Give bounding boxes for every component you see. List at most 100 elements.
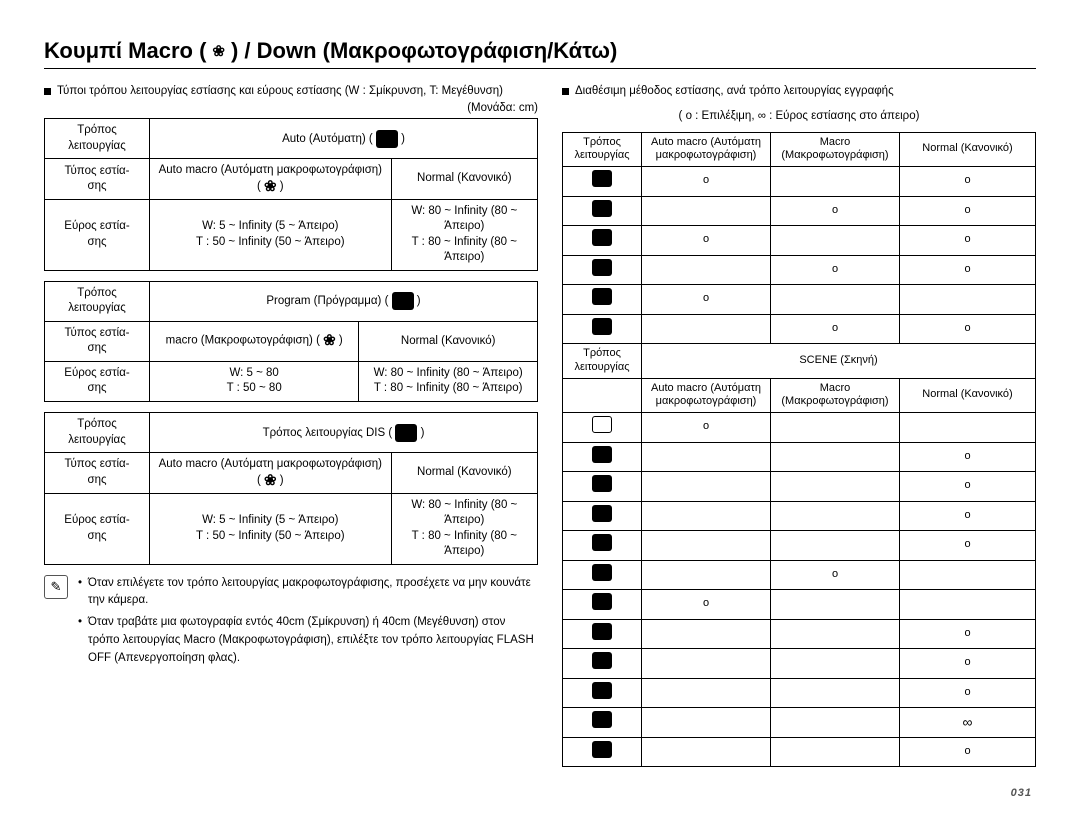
- mode-icon: [592, 682, 612, 699]
- cell-normal: ∞: [900, 708, 1036, 738]
- col-macro: Macro (Μακροφωτογράφιση): [771, 378, 900, 413]
- cell-auto: [642, 619, 771, 649]
- mode-icon-cell: [563, 501, 642, 531]
- mode-icon-cell: [563, 590, 642, 620]
- mode-icon: [395, 424, 417, 442]
- table-row: o: [563, 531, 1036, 561]
- range-b: W: 80 ~ Infinity (80 ~ Άπειρο)T : 80 ~ I…: [391, 493, 537, 564]
- mode-icon: [376, 130, 398, 148]
- note-icon: ✎: [44, 575, 68, 599]
- cell-normal: [900, 285, 1036, 315]
- focus-type-a: Auto macro (Αυτόματη μακροφωτογράφιση) (…: [150, 159, 392, 200]
- cell-normal: o: [900, 649, 1036, 679]
- cell-auto: o: [642, 590, 771, 620]
- bullet-dot: •: [78, 575, 82, 611]
- mode-icon-cell: [563, 472, 642, 502]
- mode-icon-cell: [563, 314, 642, 344]
- tulip-icon: ❀: [323, 333, 336, 348]
- range-a: W: 5 ~ Infinity (5 ~ Άπειρο)T : 50 ~ Inf…: [150, 199, 392, 270]
- note-block: ✎ •Όταν επιλέγετε τον τρόπο λειτουργίας …: [44, 575, 538, 672]
- mode-icon: [392, 292, 414, 310]
- title-rule: Κουμπί Macro ( ❀ ) / Down (Μακροφωτογράφ…: [44, 38, 1036, 69]
- table-row: o o: [563, 314, 1036, 344]
- table-row: o: [563, 285, 1036, 315]
- range-a: W: 5 ~ Infinity (5 ~ Άπειρο)T : 50 ~ Inf…: [150, 493, 392, 564]
- mode-icon: [592, 318, 612, 335]
- cell-macro: [771, 442, 900, 472]
- bullet-icon: [44, 88, 51, 95]
- cell-auto: o: [642, 285, 771, 315]
- cell-auto: [642, 737, 771, 767]
- cell-normal: o: [900, 255, 1036, 285]
- cell-macro: [771, 501, 900, 531]
- col-macro: Macro (Μακροφωτογράφιση): [771, 132, 900, 167]
- row-type-label: Τύπος εστία-σης: [45, 159, 150, 200]
- row-range-label: Εύρος εστία-σης: [45, 199, 150, 270]
- table-row: o o: [563, 196, 1036, 226]
- mode-icon: [592, 652, 612, 669]
- cell-auto: [642, 560, 771, 590]
- focus-type-b: Normal (Κανονικό): [391, 159, 537, 200]
- cell-macro: o: [771, 196, 900, 226]
- col-auto-macro: Auto macro (Αυτόματη μακροφωτογράφιση): [642, 378, 771, 413]
- cell-normal: o: [900, 196, 1036, 226]
- table-row: ∞: [563, 708, 1036, 738]
- cell-macro: [771, 531, 900, 561]
- range-a: W: 5 ~ 80T : 50 ~ 80: [150, 361, 359, 401]
- cell-normal: [900, 413, 1036, 443]
- mode-icon: [592, 623, 612, 640]
- mode-icon: [592, 534, 612, 551]
- range-table: Τρόπος λειτουργίας Auto (Αυτόματη) ( ) Τ…: [44, 118, 538, 271]
- table-row: o: [563, 413, 1036, 443]
- focus-type-a: Auto macro (Αυτόματη μακροφωτογράφιση) (…: [150, 453, 392, 494]
- cell-auto: [642, 708, 771, 738]
- cell-macro: [771, 413, 900, 443]
- cell-normal: o: [900, 167, 1036, 197]
- cell-normal: o: [900, 442, 1036, 472]
- note-text: Όταν τραβάτε μια φωτογραφία εντός 40cm (…: [88, 614, 538, 667]
- cell-macro: o: [771, 560, 900, 590]
- note-item: •Όταν επιλέγετε τον τρόπο λειτουργίας μα…: [78, 575, 538, 611]
- row-mode-label: Τρόπος λειτουργίας: [45, 413, 150, 453]
- mode-icon: [592, 564, 612, 581]
- cell-macro: o: [771, 314, 900, 344]
- table-row: o: [563, 737, 1036, 767]
- table-row: o: [563, 442, 1036, 472]
- cell-macro: [771, 590, 900, 620]
- right-lead: Διαθέσιμη μέθοδος εστίασης, ανά τρόπο λε…: [575, 83, 894, 100]
- right-column: Διαθέσιμη μέθοδος εστίασης, ανά τρόπο λε…: [562, 83, 1036, 767]
- row-mode-label: Τρόπος λειτουργίας: [45, 119, 150, 159]
- cell-auto: o: [642, 167, 771, 197]
- cell-auto: [642, 501, 771, 531]
- range-b: W: 80 ~ Infinity (80 ~ Άπειρο)T : 80 ~ I…: [391, 199, 537, 270]
- mode-icon-cell: [563, 196, 642, 226]
- cell-macro: [771, 285, 900, 315]
- title-post: ) / Down (Μακροφωτογράφιση/Κάτω): [231, 38, 617, 64]
- row-range-label: Εύρος εστία-σης: [45, 361, 150, 401]
- mode-icon-cell: [563, 442, 642, 472]
- tulip-icon: ❀: [264, 473, 277, 488]
- cell-macro: [771, 619, 900, 649]
- table-row: o o: [563, 255, 1036, 285]
- focus-type-b: Normal (Κανονικό): [391, 453, 537, 494]
- cell-macro: o: [771, 255, 900, 285]
- focus-type-a: macro (Μακροφωτογράφιση) ( ❀ ): [150, 321, 359, 361]
- table-row: o: [563, 472, 1036, 502]
- bullet-dot: •: [78, 614, 82, 667]
- mode-icon: [592, 475, 612, 492]
- cell-auto: [642, 649, 771, 679]
- modes-table: Τρόπος λειτουργίας Auto macro (Αυτόματη …: [562, 132, 1036, 768]
- tulip-icon: ❀: [212, 44, 225, 59]
- col-normal: Normal (Κανονικό): [900, 132, 1036, 167]
- cell-auto: [642, 531, 771, 561]
- mode-icon: [592, 741, 612, 758]
- cell-auto: [642, 314, 771, 344]
- title-pre: Κουμπί Macro (: [44, 38, 206, 64]
- cell-normal: [900, 560, 1036, 590]
- focus-type-b: Normal (Κανονικό): [359, 321, 538, 361]
- mode-name: Program (Πρόγραμμα) ( ): [150, 281, 538, 321]
- mode-icon: [592, 505, 612, 522]
- cell-normal: o: [900, 501, 1036, 531]
- cell-normal: o: [900, 226, 1036, 256]
- mode-col-label: Τρόπος λειτουργίας: [563, 132, 642, 167]
